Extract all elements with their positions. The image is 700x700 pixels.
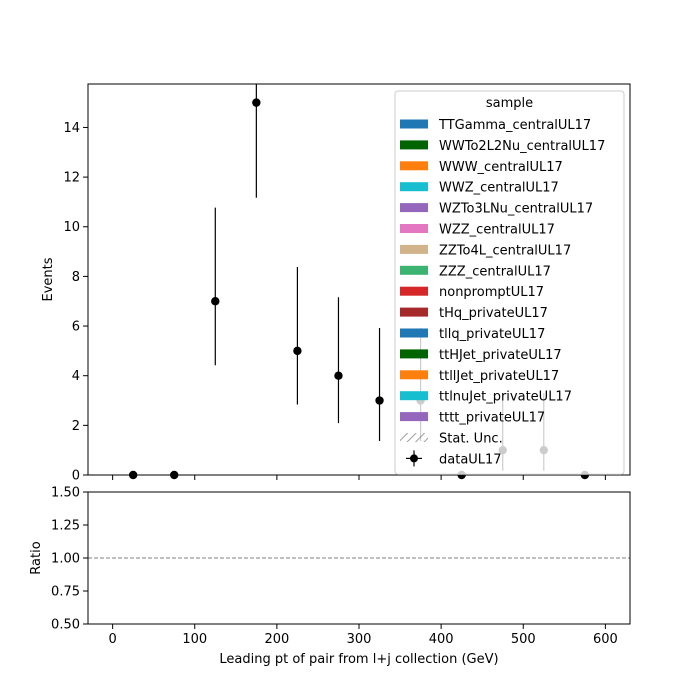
- legend-swatch: [400, 244, 428, 254]
- legend-label: Stat. Unc.: [439, 432, 503, 447]
- legend-swatch: [400, 286, 428, 296]
- ratio-y-tick-label: 1.25: [51, 519, 80, 534]
- data-point: [293, 346, 302, 356]
- legend-swatch: [400, 119, 428, 129]
- ratio-x-tick-label: 100: [182, 632, 207, 647]
- legend-label: WWZ_centralUL17: [439, 181, 559, 196]
- legend-swatch: [400, 391, 428, 401]
- legend-label: nonpromptUL17: [439, 285, 544, 300]
- legend-label: WZTo3LNu_centralUL17: [439, 202, 593, 217]
- main-axes-frame: [87, 83, 631, 476]
- legend-label: ZZTo4L_centralUL17: [439, 243, 571, 258]
- main-y-tick-label: 6: [72, 320, 80, 335]
- ratio-x-tick-label: 600: [593, 632, 618, 647]
- legend-swatch: [400, 412, 428, 422]
- legend-label: tttt_privateUL17: [439, 411, 545, 426]
- legend-swatch: [400, 140, 428, 150]
- legend-label: ttlnuJet_privateUL17: [439, 390, 572, 405]
- data-point: [252, 98, 261, 107]
- legend: sample TTGamma_centralUL17 WWTo2L2Nu_centr…: [394, 90, 625, 475]
- main-y-tick-label: 2: [72, 419, 80, 434]
- ratio-y-tick-label: 0.50: [51, 618, 80, 633]
- main-y-axis-label: Events: [41, 257, 56, 301]
- legend-label: ttllJet_privateUL17: [439, 369, 559, 384]
- legend-label: tllq_privateUL17: [439, 327, 545, 342]
- legend-hatch-swatch: [400, 433, 428, 442]
- legend-swatch: [400, 370, 428, 380]
- ratio-x-tick-label: 400: [429, 632, 454, 647]
- main-y-tick-label: 14: [63, 121, 80, 136]
- legend-marker: [410, 454, 418, 463]
- legend-swatch: [400, 307, 428, 317]
- ratio-plot-panel: 0 100 200 300 400 500 600 0.50 0.75 1.00 1.25 1.50 R…: [29, 486, 631, 667]
- legend-swatch: [400, 265, 428, 275]
- main-y-tick-label: 4: [72, 369, 80, 384]
- legend-title: sample: [486, 96, 533, 111]
- legend-label: ttHJet_privateUL17: [439, 348, 562, 363]
- ratio-x-tick-label: 0: [108, 632, 116, 647]
- main-y-tick-label: 12: [63, 171, 80, 186]
- legend-label: WZZ_centralUL17: [439, 223, 555, 238]
- legend-swatch: [400, 328, 428, 338]
- x-axis-label: Leading pt of pair from l+j collection (…: [219, 652, 498, 667]
- legend-label: dataUL17: [439, 452, 502, 467]
- main-y-tick-label: 10: [63, 220, 80, 235]
- legend-label: TTGamma_centralUL17: [438, 118, 591, 133]
- legend-swatch: [400, 224, 428, 233]
- legend-label: WWW_centralUL17: [439, 160, 563, 175]
- legend-swatch: [400, 161, 428, 171]
- legend-box: [394, 90, 625, 475]
- ratio-y-tick-label: 1.50: [51, 486, 80, 501]
- data-point: [334, 371, 343, 380]
- legend-label: WWTo2L2Nu_centralUL17: [439, 139, 605, 154]
- main-y-tick-label: 0: [72, 469, 80, 484]
- ratio-y-tick-label: 1.00: [51, 552, 80, 567]
- ratio-x-tick-label: 300: [347, 632, 372, 647]
- ratio-x-tick-label: 500: [511, 632, 536, 647]
- ratio-y-axis-label: Ratio: [29, 541, 44, 574]
- legend-swatch: [400, 349, 428, 359]
- main-y-tick-label: 8: [72, 270, 80, 285]
- ratio-x-tick-label: 200: [264, 632, 289, 647]
- legend-swatch: [400, 182, 428, 192]
- data-point: [211, 297, 220, 306]
- data-point: [375, 396, 384, 405]
- legend-swatch: [400, 203, 428, 213]
- legend-label: tHq_privateUL17: [439, 306, 548, 321]
- legend-label: ZZZ_centralUL17: [439, 264, 551, 279]
- ratio-axes-frame: [87, 491, 631, 625]
- ratio-y-tick-label: 0.75: [51, 585, 80, 600]
